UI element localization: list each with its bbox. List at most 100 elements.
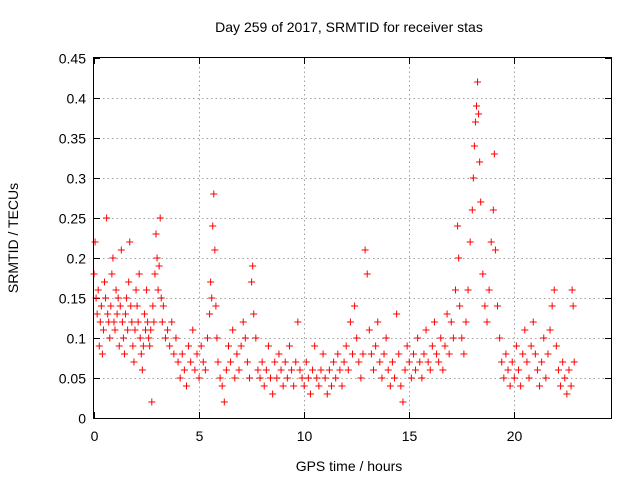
data-point	[285, 342, 293, 350]
data-point	[460, 350, 468, 358]
data-point	[414, 334, 422, 342]
data-point	[172, 334, 180, 342]
data-point	[185, 342, 193, 350]
data-point	[220, 398, 228, 406]
data-point	[213, 334, 221, 342]
data-point	[315, 382, 323, 390]
data-point	[332, 374, 340, 382]
data-point	[132, 286, 140, 294]
data-point	[517, 382, 525, 390]
data-point	[523, 358, 531, 366]
data-point	[260, 382, 268, 390]
data-point	[374, 318, 382, 326]
data-point	[334, 350, 342, 358]
data-point	[118, 318, 126, 326]
y-tick-label: 0.25	[59, 211, 86, 227]
data-point	[137, 350, 145, 358]
data-point	[103, 214, 111, 222]
data-point	[512, 342, 520, 350]
data-point	[129, 342, 137, 350]
data-point	[489, 206, 497, 214]
data-point	[395, 350, 403, 358]
data-point	[529, 318, 537, 326]
data-point	[570, 358, 578, 366]
data-point	[321, 374, 329, 382]
y-tick-label: 0	[78, 411, 86, 427]
data-point	[203, 334, 211, 342]
data-point	[422, 326, 430, 334]
chart-title: Day 259 of 2017, SRMTID for receiver sta…	[215, 19, 483, 35]
data-point	[229, 326, 237, 334]
data-point	[393, 310, 401, 318]
data-point	[134, 318, 142, 326]
data-point	[140, 310, 148, 318]
grid	[94, 58, 611, 418]
x-axis-label: GPS time / hours	[296, 458, 403, 474]
data-point	[433, 350, 441, 358]
data-point	[155, 262, 163, 270]
data-point	[136, 334, 144, 342]
data-point	[156, 214, 164, 222]
data-point	[506, 382, 514, 390]
data-point	[441, 342, 449, 350]
data-point	[147, 326, 155, 334]
data-point	[426, 366, 434, 374]
data-point	[563, 390, 571, 398]
data-point	[306, 390, 314, 398]
data-point	[139, 342, 147, 350]
data-point	[296, 366, 304, 374]
data-point	[336, 366, 344, 374]
data-point	[283, 374, 291, 382]
data-point	[153, 254, 161, 262]
data-point	[403, 342, 411, 350]
data-point	[351, 302, 359, 310]
data-point	[311, 342, 319, 350]
data-point	[569, 302, 577, 310]
data-point	[250, 310, 258, 318]
data-point	[317, 366, 325, 374]
data-point	[249, 262, 257, 270]
data-point	[180, 366, 188, 374]
data-point	[357, 374, 365, 382]
data-point	[262, 366, 270, 374]
data-point	[151, 270, 159, 278]
data-point	[288, 366, 296, 374]
data-point	[420, 350, 428, 358]
data-point	[409, 350, 417, 358]
data-point	[479, 270, 487, 278]
data-point	[471, 118, 479, 126]
plot-frame	[93, 57, 612, 419]
data-point	[209, 222, 217, 230]
data-point	[275, 350, 283, 358]
data-point	[485, 286, 493, 294]
data-point	[227, 358, 235, 366]
data-point	[125, 278, 133, 286]
y-axis-label: SRMTID / TECUs	[5, 183, 21, 293]
data-point	[548, 302, 556, 310]
data-point	[131, 326, 139, 334]
data-point	[353, 334, 361, 342]
data-point	[292, 358, 300, 366]
data-point	[536, 382, 544, 390]
data-point	[168, 318, 176, 326]
data-points	[90, 78, 578, 406]
data-point	[197, 342, 205, 350]
data-point	[455, 254, 463, 262]
data-point	[567, 382, 575, 390]
data-point	[159, 302, 167, 310]
data-point	[510, 374, 518, 382]
data-point	[361, 246, 369, 254]
data-point	[143, 286, 151, 294]
data-point	[124, 326, 132, 334]
data-point	[116, 302, 124, 310]
data-point	[149, 302, 157, 310]
data-point	[451, 286, 459, 294]
data-point	[355, 358, 363, 366]
data-point	[115, 342, 123, 350]
data-point	[470, 142, 478, 150]
data-point	[210, 190, 218, 198]
data-point	[325, 366, 333, 374]
data-point	[391, 374, 399, 382]
data-point	[195, 374, 203, 382]
data-point	[327, 382, 335, 390]
